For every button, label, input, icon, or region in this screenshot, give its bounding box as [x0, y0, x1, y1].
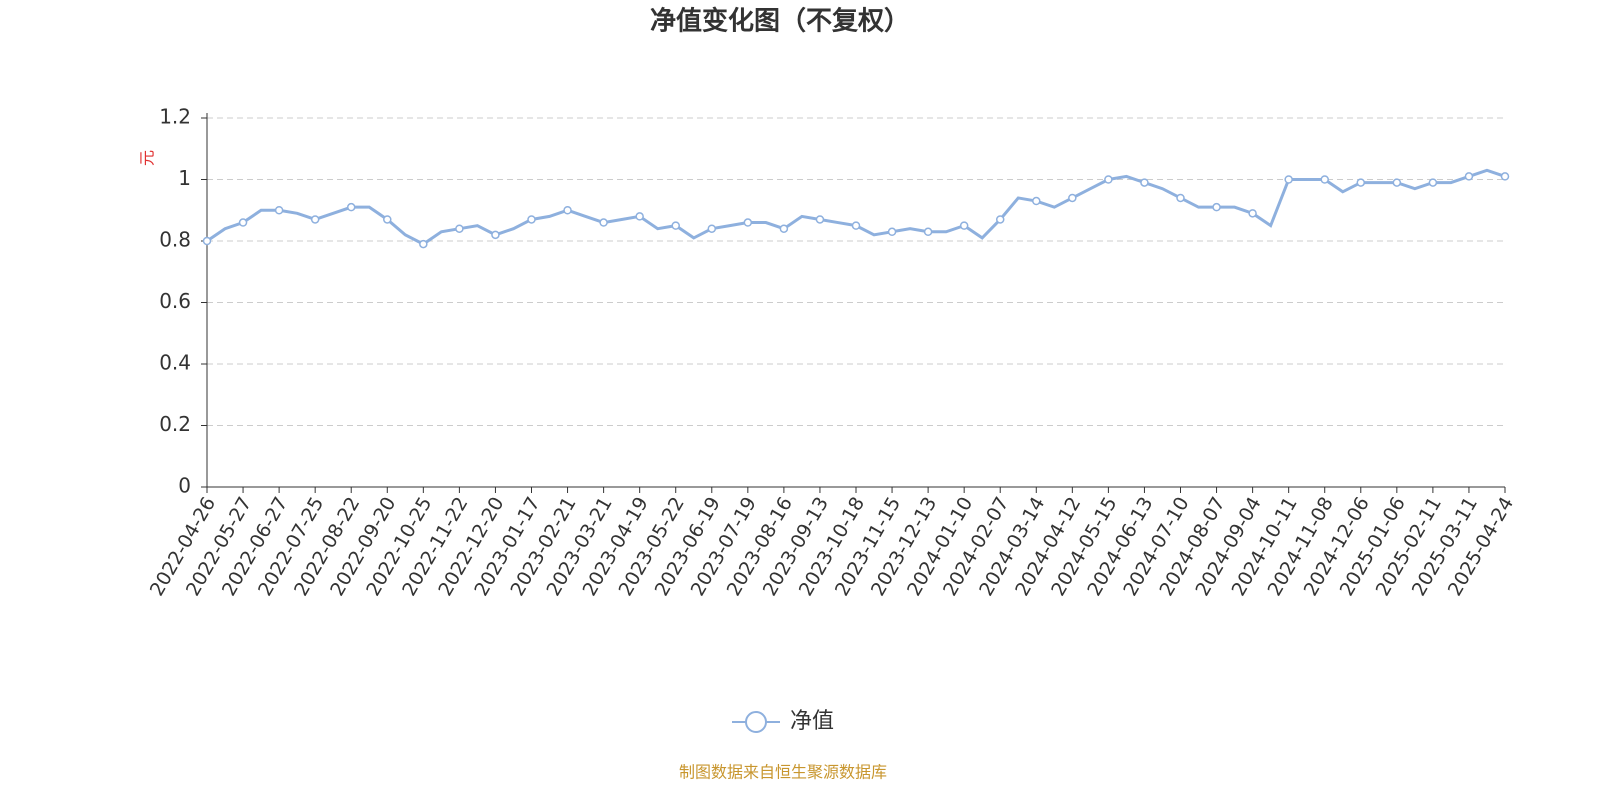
point — [923, 227, 933, 237]
source-note: 制图数据来自恒生聚源数据库 — [679, 763, 887, 782]
point — [851, 221, 861, 230]
point — [1032, 196, 1041, 206]
y-axis-label: 元 — [138, 150, 157, 166]
point — [779, 224, 789, 233]
point — [1284, 175, 1293, 184]
point — [671, 221, 680, 230]
point — [599, 218, 608, 227]
point — [707, 224, 717, 233]
point — [743, 218, 753, 227]
point — [527, 215, 536, 224]
y-tick-label: 0.2 — [159, 412, 191, 436]
y-tick-label: 0.6 — [159, 289, 191, 313]
point — [274, 206, 284, 215]
point — [563, 206, 572, 215]
line — [206, 168, 1506, 246]
y-tick-label: 0.4 — [159, 351, 191, 375]
point — [455, 224, 464, 233]
chart-title: 净值变化图（不复权） — [650, 6, 910, 37]
point — [815, 215, 825, 224]
y-tick-label: 0.8 — [159, 228, 191, 252]
legend-marker — [745, 711, 767, 733]
point — [238, 218, 248, 227]
point — [1464, 172, 1474, 181]
point — [1176, 193, 1185, 203]
point — [310, 215, 320, 224]
point — [1500, 172, 1510, 181]
point — [1428, 178, 1438, 187]
y-tick-label: 1 — [178, 166, 191, 190]
point — [1212, 202, 1221, 212]
legend-label: 净值 — [790, 709, 834, 734]
point — [995, 215, 1005, 224]
point — [491, 230, 500, 240]
point — [959, 221, 969, 230]
point — [1068, 193, 1077, 203]
point — [346, 202, 356, 212]
y-tick-label: 0 — [178, 474, 191, 498]
point — [635, 212, 644, 221]
point — [1320, 175, 1329, 184]
point — [1392, 178, 1402, 187]
point — [202, 236, 212, 246]
point — [1248, 209, 1257, 218]
point — [887, 227, 897, 237]
point — [1140, 178, 1149, 187]
point — [419, 239, 428, 249]
point — [383, 215, 392, 224]
point — [1104, 175, 1113, 184]
y-tick-label: 1.2 — [159, 105, 191, 129]
point — [1356, 178, 1366, 187]
